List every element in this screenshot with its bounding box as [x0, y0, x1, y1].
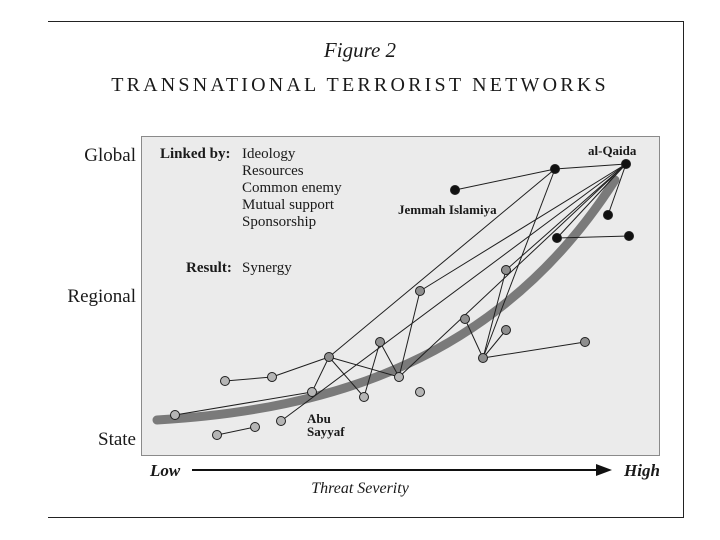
- network-link: [328, 356, 365, 398]
- network-link: [482, 329, 507, 359]
- network-node: [375, 337, 385, 347]
- network-link: [464, 318, 484, 359]
- linked-by-item: Mutual support: [242, 197, 335, 213]
- network-link: [482, 168, 556, 359]
- figure-label: Figure 2: [323, 38, 397, 62]
- network-link: [311, 356, 330, 393]
- linked-by-item: Ideology: [242, 146, 296, 162]
- network-node: [212, 430, 222, 440]
- al-qaida-label: al-Qaida: [588, 143, 637, 158]
- network-links: [174, 163, 630, 436]
- network-link: [379, 341, 400, 378]
- network-node: [501, 265, 511, 275]
- x-axis-low-label: Low: [150, 461, 181, 480]
- network-link: [505, 163, 627, 271]
- network-node: [501, 325, 511, 335]
- network-node: [460, 314, 470, 324]
- network-node: [552, 233, 562, 243]
- al-qaida-node: [621, 159, 631, 169]
- y-level-global: Global: [84, 145, 136, 166]
- network-link: [398, 163, 627, 378]
- network-node: [603, 210, 613, 220]
- network-link: [280, 163, 627, 422]
- network-link: [271, 356, 330, 378]
- network-node: [580, 337, 590, 347]
- network-link: [482, 269, 507, 359]
- arrow-right-icon: [596, 464, 612, 476]
- network-link: [482, 341, 586, 359]
- x-axis-title: Threat Severity: [311, 480, 409, 497]
- network-node: [250, 422, 260, 432]
- network-link: [224, 376, 273, 382]
- network-node: [415, 387, 425, 397]
- network-node: [624, 231, 634, 241]
- network-node: [550, 164, 560, 174]
- figure-title: TRANSNATIONAL TERRORIST NETWORKS: [111, 74, 609, 96]
- network-link: [216, 426, 256, 436]
- network-link: [328, 168, 556, 358]
- network-link: [328, 356, 400, 378]
- network-node: [478, 353, 488, 363]
- linked-by-label: Linked by:: [160, 146, 231, 162]
- network-link: [398, 290, 421, 378]
- network-plot-area: [141, 136, 660, 456]
- y-level-regional: Regional: [67, 286, 136, 307]
- jemmah-islamiya-node: [450, 185, 460, 195]
- network-node: [170, 410, 180, 420]
- linked-by-item: Common enemy: [242, 180, 342, 196]
- figure-frame: [48, 21, 684, 518]
- abu-sayyaf-label-line2: Sayyaf: [307, 424, 345, 439]
- network-node: [394, 372, 404, 382]
- y-level-state: State: [98, 429, 136, 450]
- x-axis-high-label: High: [624, 461, 660, 480]
- network-link: [554, 163, 627, 170]
- network-node: [415, 286, 425, 296]
- network-node: [307, 387, 317, 397]
- network-node: [267, 372, 277, 382]
- result-label: Result:: [186, 260, 232, 276]
- network-nodes: [170, 159, 634, 440]
- network-link: [607, 163, 627, 216]
- threat-trend-curve: [152, 175, 620, 425]
- network-link: [556, 235, 630, 239]
- linked-by-item: Sponsorship: [242, 214, 317, 230]
- result-value: Synergy: [242, 260, 292, 276]
- abu-sayyaf-node: [276, 416, 286, 426]
- abu-sayyaf-label-line1: Abu: [307, 411, 331, 426]
- jemmah-islamiya-label: Jemmah Islamiya: [398, 202, 497, 217]
- network-node: [220, 376, 230, 386]
- network-link: [556, 163, 627, 239]
- linked-by-item: Resources: [242, 163, 304, 179]
- network-link: [174, 391, 313, 416]
- network-node: [359, 392, 369, 402]
- network-node: [324, 352, 334, 362]
- network-link: [419, 163, 627, 292]
- network-link: [454, 168, 556, 191]
